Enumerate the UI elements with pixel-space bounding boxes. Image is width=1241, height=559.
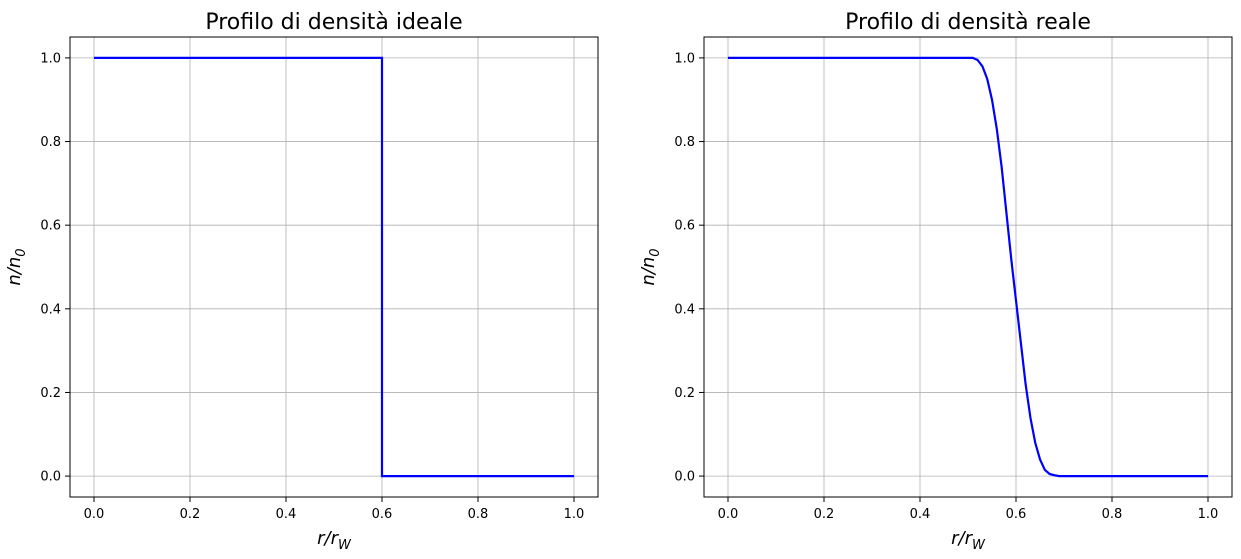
- real-ytick-label: 0.2: [674, 386, 695, 401]
- real-xtick-label: 0.2: [814, 507, 835, 522]
- ideal-ytick-label: 0.6: [40, 219, 61, 234]
- ideal-density-curve: [94, 56, 574, 478]
- real-ytick-label: 1.0: [674, 51, 695, 66]
- ideal-xtick-label: 1.0: [564, 507, 585, 522]
- ideal-axes-frame: [69, 36, 599, 498]
- ideal-xtick-label: 0.6: [372, 507, 393, 522]
- ideal-ytick-label: 0.0: [40, 470, 61, 485]
- real-ytick-label: 0.4: [674, 302, 695, 317]
- ideal-ytick-label: 0.2: [40, 386, 61, 401]
- real-x-axis-label: r/rW: [951, 528, 986, 553]
- real-xtick-label: 1.0: [1198, 507, 1219, 522]
- real-ytick-label: 0.6: [674, 219, 695, 234]
- ideal-chart-title: Profilo di densità ideale: [205, 10, 462, 35]
- real-xtick-label: 0.4: [910, 507, 931, 522]
- ideal-density-panel: 0.0 0.2 0.4 0.6 0.8 1.0 0.0 0.2 0.4 0.6 0.8 1.0 Prof…: [4, 10, 599, 553]
- real-ytick-label: 0.8: [674, 135, 695, 150]
- ideal-xtick-label: 0.4: [276, 507, 297, 522]
- real-xtick-label: 0.8: [1102, 507, 1123, 522]
- real-xtick-label: 0.6: [1006, 507, 1027, 522]
- ideal-ytick-label: 0.4: [40, 302, 61, 317]
- real-y-axis-label: n/n0: [638, 248, 663, 285]
- ideal-ytick-label: 1.0: [40, 51, 61, 66]
- real-density-curve: [728, 56, 1208, 478]
- ideal-y-axis-label: n/n0: [4, 248, 29, 285]
- ideal-xtick-label: 0.8: [468, 507, 489, 522]
- real-axes-frame: [703, 36, 1233, 498]
- real-density-panel: 0.0 0.2 0.4 0.6 0.8 1.0 0.0 0.2 0.4 0.6 0.8 1.0 Prof…: [638, 10, 1233, 553]
- ideal-xtick-label: 0.2: [180, 507, 201, 522]
- real-ytick-label: 0.0: [674, 470, 695, 485]
- ideal-ytick-label: 0.8: [40, 135, 61, 150]
- ideal-x-axis-label: r/rW: [317, 528, 352, 553]
- real-xtick-label: 0.0: [718, 507, 739, 522]
- real-chart-title: Profilo di densità reale: [845, 10, 1091, 35]
- ideal-xtick-label: 0.0: [84, 507, 105, 522]
